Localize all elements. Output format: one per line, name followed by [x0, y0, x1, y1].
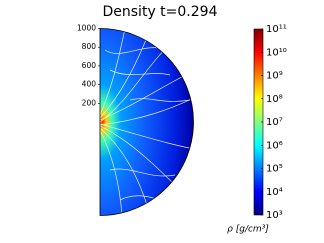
colorbar-tick-label: 10⁴ [266, 187, 283, 198]
y-tick-label: 600 [82, 61, 97, 70]
density-map [100, 28, 194, 216]
streamlines [100, 28, 194, 216]
colorbar-tick-label: 10⁶ [266, 140, 283, 151]
plot-area [100, 28, 194, 216]
colorbar-tick-label: 10⁵ [266, 164, 283, 175]
colorbar-tick-label: 10⁸ [266, 94, 283, 105]
disk-outline [99, 28, 194, 216]
axes: 200 400 600 800 1000 [77, 24, 194, 216]
colorbar-tick-label: 10⁹ [266, 71, 283, 82]
colorbar-tick-label: 10¹¹ [266, 24, 287, 35]
colorbar-tick-label: 10³ [266, 210, 283, 221]
colorbar: 10³ 10⁴ 10⁵ 10⁶ 10⁷ 10⁸ 10⁹ 10¹⁰ 10¹¹ [253, 24, 287, 221]
y-tick-label: 1000 [77, 24, 96, 33]
colorbar-tick-label: 10⁷ [266, 117, 283, 128]
y-tick-label: 200 [82, 98, 97, 107]
y-tick-label: 800 [82, 42, 97, 51]
chart-title: Density t=0.294 [103, 4, 218, 20]
colorbar-label: ρ [g/cm³] [227, 225, 269, 235]
y-tick-label: 400 [82, 80, 97, 89]
colorbar-tick-label: 10¹⁰ [266, 47, 287, 58]
